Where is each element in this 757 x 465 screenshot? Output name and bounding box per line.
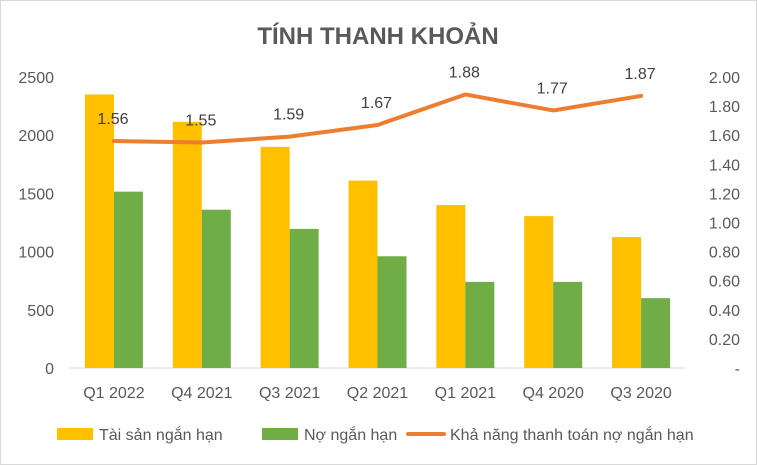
left-tick-label: 1000 bbox=[18, 245, 54, 262]
x-tick-label: Q3 2021 bbox=[259, 385, 320, 402]
bar-current-liabilities bbox=[113, 191, 143, 368]
legend-label: Tài sản ngắn hạn bbox=[99, 425, 223, 444]
bar-current-liabilities bbox=[641, 298, 671, 368]
x-tick-label: Q4 2021 bbox=[171, 385, 232, 402]
x-axis-ticks: Q1 2022 Q4 2021 Q3 2021 Q2 2021 Q1 2021 Q4 20… bbox=[83, 385, 672, 402]
ratio-data-label: 1.67 bbox=[361, 95, 392, 112]
chart-title: TÍNH THANH KHOẢN bbox=[257, 21, 498, 50]
bars-group bbox=[84, 94, 671, 369]
bar-current-assets bbox=[260, 146, 290, 368]
legend-swatch bbox=[262, 428, 298, 440]
legend: Tài sản ngắn hạn Nợ ngắn hạn Khả năng than… bbox=[57, 425, 694, 444]
left-tick-label: 2500 bbox=[18, 70, 54, 87]
bar-current-liabilities bbox=[465, 281, 495, 368]
bar-current-liabilities bbox=[377, 256, 407, 368]
legend-label: Nợ ngắn hạn bbox=[304, 425, 397, 444]
legend-item-current-liabilities: Nợ ngắn hạn bbox=[262, 425, 397, 444]
left-tick-label: 500 bbox=[27, 303, 54, 320]
ratio-data-label: 1.77 bbox=[537, 80, 568, 97]
ratio-data-label: 1.88 bbox=[449, 64, 480, 81]
right-tick-label: 1.00 bbox=[709, 216, 740, 233]
x-tick-label: Q2 2021 bbox=[347, 385, 408, 402]
right-tick-label: 2.00 bbox=[709, 70, 740, 87]
x-tick-label: Q3 2020 bbox=[610, 385, 671, 402]
legend-item-liquidity-ratio: Khả năng thanh toán nợ ngắn hạn bbox=[406, 425, 694, 444]
left-axis-ticks: 0 500 1000 1500 2000 2500 bbox=[18, 70, 54, 378]
bar-current-assets bbox=[612, 237, 642, 368]
x-tick-label: Q4 2020 bbox=[523, 385, 584, 402]
left-tick-label: 1500 bbox=[18, 186, 54, 203]
ratio-data-label: 1.56 bbox=[97, 111, 128, 128]
bar-current-liabilities bbox=[201, 209, 231, 368]
right-tick-label: 0.40 bbox=[709, 303, 740, 320]
legend-item-current-assets: Tài sản ngắn hạn bbox=[57, 425, 223, 444]
bar-current-assets bbox=[348, 180, 378, 368]
right-tick-label: 1.60 bbox=[709, 128, 740, 145]
ratio-data-label: 1.59 bbox=[273, 107, 304, 124]
ratio-line bbox=[111, 92, 644, 145]
left-tick-label: 2000 bbox=[18, 128, 54, 145]
right-axis-ticks: - 0.20 0.40 0.60 0.80 1.00 1.20 1.40 1.60 1.80 2.0… bbox=[709, 70, 740, 378]
ratio-data-labels: 1.56 1.55 1.59 1.67 1.88 1.77 1.87 bbox=[97, 64, 655, 129]
bar-current-liabilities bbox=[289, 228, 319, 368]
right-tick-label: 0.60 bbox=[709, 274, 740, 291]
legend-swatch bbox=[57, 428, 93, 440]
ratio-data-label: 1.87 bbox=[625, 66, 656, 83]
right-tick-label: 1.20 bbox=[709, 186, 740, 203]
right-tick-label: 1.40 bbox=[709, 157, 740, 174]
bar-current-assets bbox=[524, 216, 554, 368]
left-tick-label: 0 bbox=[45, 361, 54, 378]
ratio-line-group bbox=[111, 92, 644, 145]
bar-current-assets bbox=[436, 205, 466, 368]
bar-current-liabilities bbox=[553, 281, 583, 368]
legend-label: Khả năng thanh toán nợ ngắn hạn bbox=[450, 425, 694, 444]
bar-current-assets bbox=[172, 121, 202, 369]
right-tick-label: 0.80 bbox=[709, 245, 740, 262]
right-tick-label: 0.20 bbox=[709, 332, 740, 349]
right-tick-label: - bbox=[735, 361, 740, 378]
bar-current-assets bbox=[84, 94, 114, 369]
right-tick-label: 1.80 bbox=[709, 99, 740, 116]
x-tick-label: Q1 2022 bbox=[83, 385, 144, 402]
x-tick-label: Q1 2021 bbox=[435, 385, 496, 402]
ratio-data-label: 1.55 bbox=[185, 112, 216, 129]
